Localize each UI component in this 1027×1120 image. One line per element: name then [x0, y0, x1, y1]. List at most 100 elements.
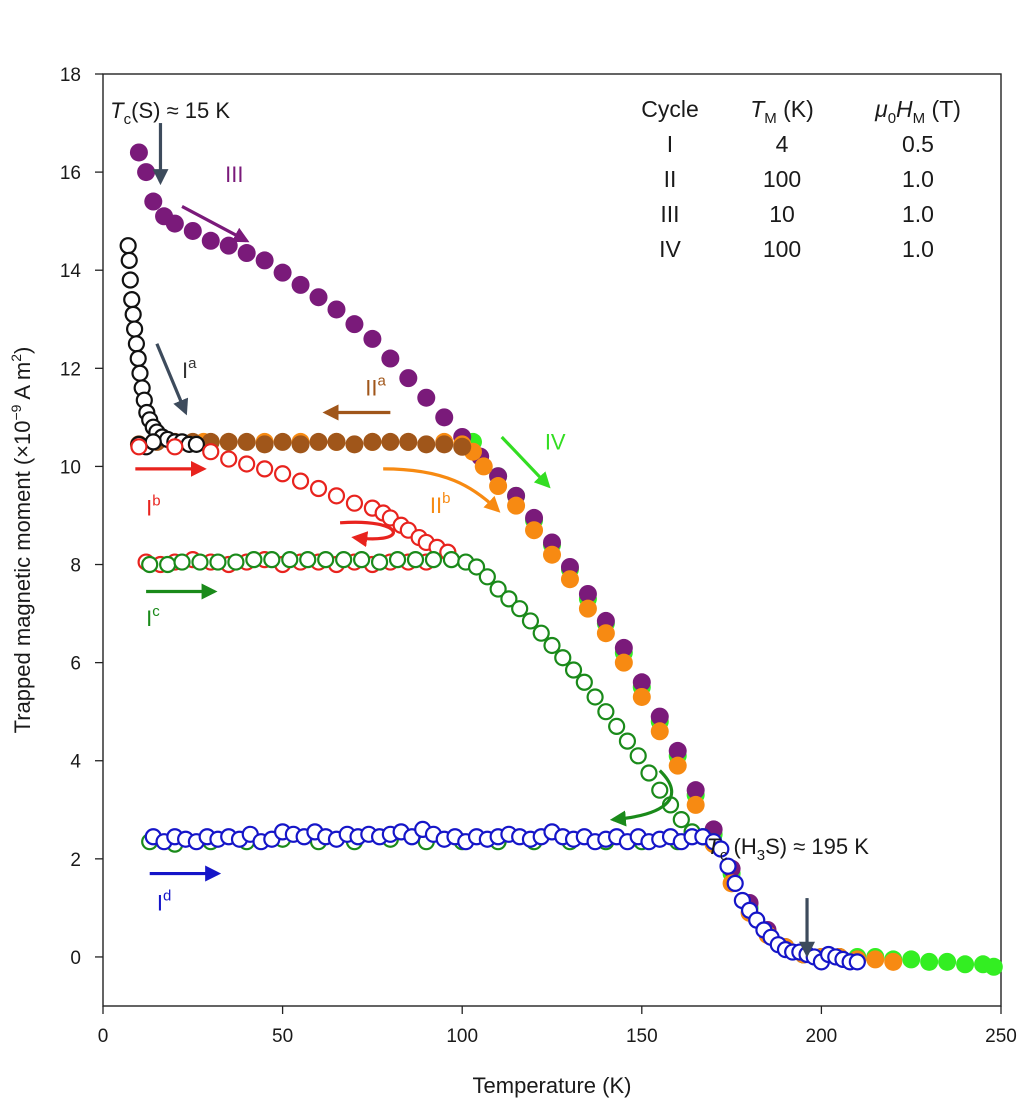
- x-tick-label: 50: [272, 1026, 293, 1047]
- series-IV: [463, 432, 1003, 976]
- data-point: [686, 795, 705, 814]
- data-point: [614, 653, 633, 672]
- table-cell: 1.0: [902, 166, 934, 192]
- data-point: [309, 288, 328, 307]
- table-header-h: H: [896, 96, 913, 122]
- series-Ia: [119, 237, 205, 456]
- data-point: [712, 840, 730, 858]
- data-point: [629, 747, 647, 765]
- tc-subscript: c: [124, 111, 132, 128]
- data-point: [345, 435, 364, 454]
- data-point: [273, 432, 292, 451]
- table-cell: 4: [776, 131, 789, 157]
- data-point: [209, 553, 227, 571]
- data-point: [489, 477, 508, 496]
- data-point: [123, 291, 141, 309]
- data-point: [327, 300, 346, 319]
- arrow-Ic-return: [609, 769, 674, 827]
- tc-symbol: T: [110, 98, 125, 123]
- data-point: [399, 369, 418, 388]
- data-point: [596, 624, 615, 643]
- series-label-text: I: [146, 606, 152, 631]
- data-point: [435, 408, 454, 427]
- table-header-tm-sub: M: [764, 110, 777, 127]
- data-point: [173, 553, 191, 571]
- data-point: [137, 163, 156, 182]
- table-header-tm-unit: (K): [777, 96, 814, 122]
- series-label: IIa: [365, 372, 386, 400]
- data-point: [467, 558, 486, 576]
- data-point: [668, 756, 687, 775]
- data-point: [299, 551, 317, 569]
- series-label-sup: a: [188, 355, 197, 372]
- data-point: [521, 612, 540, 630]
- data-point: [866, 950, 885, 969]
- data-point: [614, 638, 633, 657]
- data-point: [144, 433, 162, 451]
- data-point: [381, 349, 400, 368]
- x-tick-label: 250: [985, 1026, 1017, 1047]
- data-point: [255, 435, 274, 454]
- series-label-text: II: [430, 493, 442, 518]
- data-point: [273, 263, 292, 282]
- data-point: [442, 551, 461, 569]
- data-point: [726, 874, 744, 892]
- data-point: [166, 438, 184, 456]
- series-label-text: I: [182, 358, 188, 383]
- table-header-field: μ0HM (T): [874, 96, 961, 127]
- data-point: [327, 432, 346, 451]
- series-label-text: III: [225, 162, 243, 187]
- data-point: [417, 435, 436, 454]
- series-label-text: I: [157, 890, 163, 915]
- data-point: [478, 568, 496, 586]
- data-point: [920, 952, 939, 971]
- data-point: [938, 952, 957, 971]
- data-point: [686, 781, 705, 800]
- data-point: [335, 551, 353, 569]
- series-label-sup: c: [152, 603, 160, 620]
- table-header-cycle: Cycle: [641, 96, 699, 122]
- y-axis-title-close: ): [10, 347, 35, 354]
- table-cell: IV: [659, 236, 681, 262]
- series-label-sup: b: [152, 492, 160, 509]
- data-point: [650, 707, 669, 726]
- data-point: [129, 143, 148, 162]
- table-cell: III: [660, 201, 679, 227]
- data-point: [363, 432, 382, 451]
- data-point: [575, 673, 593, 691]
- data-point: [130, 438, 148, 456]
- data-point: [500, 590, 518, 608]
- data-point: [317, 551, 335, 569]
- data-point: [120, 251, 138, 269]
- data-point: [227, 553, 245, 571]
- series-label-sup: d: [163, 887, 171, 904]
- x-tick-label: 0: [98, 1026, 109, 1047]
- data-point: [417, 388, 436, 407]
- data-point: [159, 555, 177, 574]
- data-point: [984, 957, 1003, 976]
- series-label: III: [225, 162, 243, 187]
- data-point: [884, 952, 903, 971]
- data-point: [489, 580, 507, 598]
- data-point: [399, 432, 418, 451]
- y-axis-title-exp2: 2: [8, 354, 24, 362]
- table-cell: 100: [763, 166, 801, 192]
- arrow-Ib-return: [339, 520, 396, 548]
- data-point: [474, 457, 493, 476]
- arrows-layer: [135, 123, 816, 958]
- data-point: [345, 494, 364, 512]
- series-label: Ic: [146, 603, 160, 631]
- data-point: [453, 437, 472, 456]
- data-point: [219, 432, 238, 451]
- arrow-Ia: [155, 343, 189, 416]
- y-tick-label: 12: [60, 359, 81, 380]
- data-point: [507, 496, 526, 515]
- table-cell: 1.0: [902, 236, 934, 262]
- data-point: [219, 236, 238, 255]
- y-tick-label: 2: [70, 850, 81, 871]
- x-tick-label: 100: [446, 1026, 478, 1047]
